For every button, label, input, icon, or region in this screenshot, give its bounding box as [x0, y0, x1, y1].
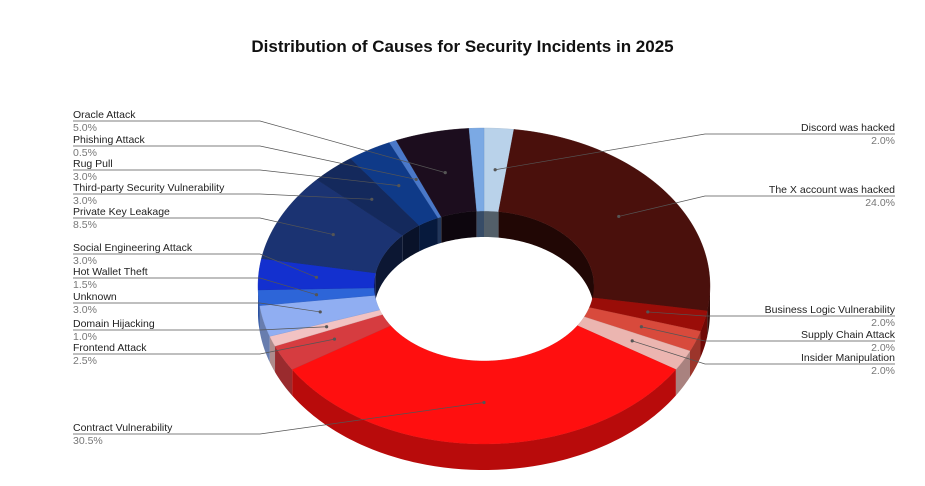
- leader-dot-contract-vulnerability: [482, 400, 486, 405]
- outer-wall-supply-chain-attack: [690, 331, 701, 377]
- leader-social-engineering-attack: [73, 253, 317, 278]
- inner-wall-rug-pull: [419, 217, 438, 252]
- leader-frontend-attack: [73, 338, 335, 355]
- outer-wall-business-logic-vulnerability: [700, 310, 708, 358]
- value-business-logic-vulnerability: 2.0%: [871, 317, 895, 329]
- leader-dot-unknown: [318, 310, 322, 314]
- leader-supply-chain-attack: [641, 326, 895, 342]
- inner-wall-phishing-attack: [437, 216, 442, 244]
- label-private-key-leakage: Private Key Leakage: [73, 206, 170, 218]
- label-hot-wallet-theft: Hot Wallet Theft: [73, 266, 148, 278]
- leader-dot-domain-hijacking: [325, 325, 329, 329]
- leader-discord-was-hacked: [495, 133, 895, 171]
- label-the-x-account-was-hacked: The X account was hacked: [769, 184, 895, 196]
- value-discord-was-hacked: 2.0%: [871, 135, 895, 147]
- leader-dot-supply-chain-attack: [639, 325, 643, 329]
- outer-wall-contract-vulnerability: [292, 369, 676, 470]
- leader-dot-private-key-leakage: [331, 232, 335, 237]
- leader-unknown: [73, 302, 321, 313]
- label-frontend-attack: Frontend Attack: [73, 342, 147, 354]
- leader-dot-discord-was-hacked: [493, 168, 497, 172]
- value-oracle-attack: 5.0%: [73, 122, 97, 134]
- donut-walls: [258, 211, 710, 470]
- leader-dot-business-logic-vulnerability: [646, 310, 650, 314]
- value-hot-wallet-theft: 1.5%: [73, 279, 97, 291]
- label-social-engineering-attack: Social Engineering Attack: [73, 242, 193, 254]
- outer-wall-domain-hijacking: [269, 336, 276, 373]
- value-domain-hijacking: 1.0%: [73, 331, 97, 343]
- value-supply-chain-attack: 2.0%: [871, 342, 895, 354]
- leader-dot-phishing-attack: [414, 177, 418, 182]
- leader-dot-frontend-attack: [332, 337, 337, 341]
- value-contract-vulnerability: 30.5%: [73, 435, 103, 447]
- label-business-logic-vulnerability: Business Logic Vulnerability: [765, 304, 896, 316]
- leader-oracle-attack: [73, 120, 446, 173]
- value-private-key-leakage: 8.5%: [73, 219, 97, 231]
- label-oracle-attack: Oracle Attack: [73, 109, 136, 121]
- label-third-party-security-vulnerability: Third-party Security Vulnerability: [73, 182, 225, 194]
- leader-dot-hot-wallet-theft: [314, 293, 319, 297]
- label-rug-pull: Rug Pull: [73, 158, 113, 170]
- outer-wall-hot-wallet-theft: [258, 289, 260, 332]
- leader-third-party-security-vulnerability: [73, 193, 372, 200]
- label-phishing-attack: Phishing Attack: [73, 134, 146, 146]
- outer-wall-frontend-attack: [275, 346, 293, 396]
- leader-lines: [73, 120, 895, 435]
- inner-wall-the-x-account-was-hacked: [498, 211, 594, 312]
- inner-wall-oracle-attack: [441, 211, 477, 243]
- outer-wall-unknown: [259, 305, 270, 363]
- leader-insider-manipulation: [632, 340, 895, 365]
- inner-wall-discord-was-hacked: [484, 211, 499, 238]
- label-insider-manipulation: Insider Manipulation: [801, 352, 895, 364]
- leader-domain-hijacking: [73, 326, 327, 331]
- leader-dot-insider-manipulation: [630, 339, 634, 343]
- leader-the-x-account-was-hacked: [618, 195, 895, 217]
- leader-private-key-leakage: [73, 217, 334, 235]
- value-insider-manipulation: 2.0%: [871, 365, 895, 377]
- chart-title: Distribution of Causes for Security Inci…: [251, 37, 674, 56]
- slice-unlabeled: [468, 127, 485, 212]
- leader-dot-the-x-account-was-hacked: [617, 214, 621, 219]
- label-domain-hijacking: Domain Hijacking: [73, 318, 155, 330]
- leader-business-logic-vulnerability: [647, 311, 895, 317]
- value-rug-pull: 3.0%: [73, 171, 97, 183]
- value-the-x-account-was-hacked: 24.0%: [865, 197, 895, 209]
- outer-wall-insider-manipulation: [675, 350, 690, 396]
- label-unknown: Unknown: [73, 291, 117, 303]
- donut-top-faces: [257, 127, 711, 445]
- label-discord-was-hacked: Discord was hacked: [801, 122, 895, 134]
- leader-dot-oracle-attack: [443, 171, 447, 175]
- leader-dot-social-engineering-attack: [314, 275, 319, 279]
- leader-rug-pull: [73, 169, 399, 186]
- inner-wall-third-party-security-vulnerability: [402, 225, 420, 262]
- leader-phishing-attack: [73, 145, 417, 180]
- value-frontend-attack: 2.5%: [73, 355, 97, 367]
- leader-hot-wallet-theft: [73, 277, 317, 296]
- value-third-party-security-vulnerability: 3.0%: [73, 195, 97, 207]
- leader-contract-vulnerability: [73, 402, 485, 435]
- label-contract-vulnerability: Contract Vulnerability: [73, 422, 173, 434]
- value-unknown: 3.0%: [73, 304, 97, 316]
- inner-wall-unlabeled: [476, 211, 484, 238]
- leader-dot-third-party-security-vulnerability: [370, 197, 374, 201]
- value-phishing-attack: 0.5%: [73, 147, 97, 159]
- label-supply-chain-attack: Supply Chain Attack: [801, 329, 896, 341]
- leader-dot-rug-pull: [397, 183, 401, 188]
- inner-wall-private-key-leakage: [375, 235, 403, 299]
- value-social-engineering-attack: 3.0%: [73, 255, 97, 267]
